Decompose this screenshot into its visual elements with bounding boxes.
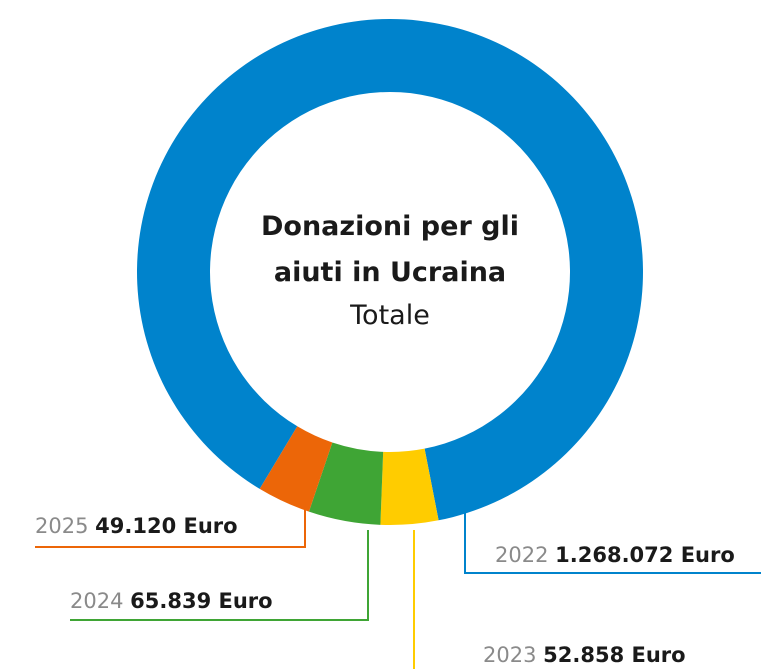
donut-segment <box>259 426 333 512</box>
label-value: 52.858 Euro <box>543 643 685 667</box>
data-label: 2025 49.120 Euro <box>35 514 238 538</box>
label-year: 2022 <box>495 543 548 567</box>
chart-subtitle: Totale <box>350 300 430 331</box>
donut-segment <box>380 448 439 526</box>
leader-line <box>464 512 761 574</box>
data-label: 2024 65.839 Euro <box>70 589 273 613</box>
label-value: 65.839 Euro <box>130 589 272 613</box>
label-year: 2023 <box>483 643 536 667</box>
data-label: 2023 52.858 Euro <box>483 643 686 667</box>
data-label: 2022 1.268.072 Euro <box>495 543 735 567</box>
donut-segment <box>308 442 384 525</box>
label-value: 1.268.072 Euro <box>555 543 735 567</box>
leader-line <box>70 530 369 621</box>
label-year: 2024 <box>70 589 123 613</box>
label-year: 2025 <box>35 514 88 538</box>
leader-line <box>35 502 306 548</box>
chart-title: Donazioni per gli aiuti in Ucraina <box>261 211 519 288</box>
label-value: 49.120 Euro <box>95 514 237 538</box>
